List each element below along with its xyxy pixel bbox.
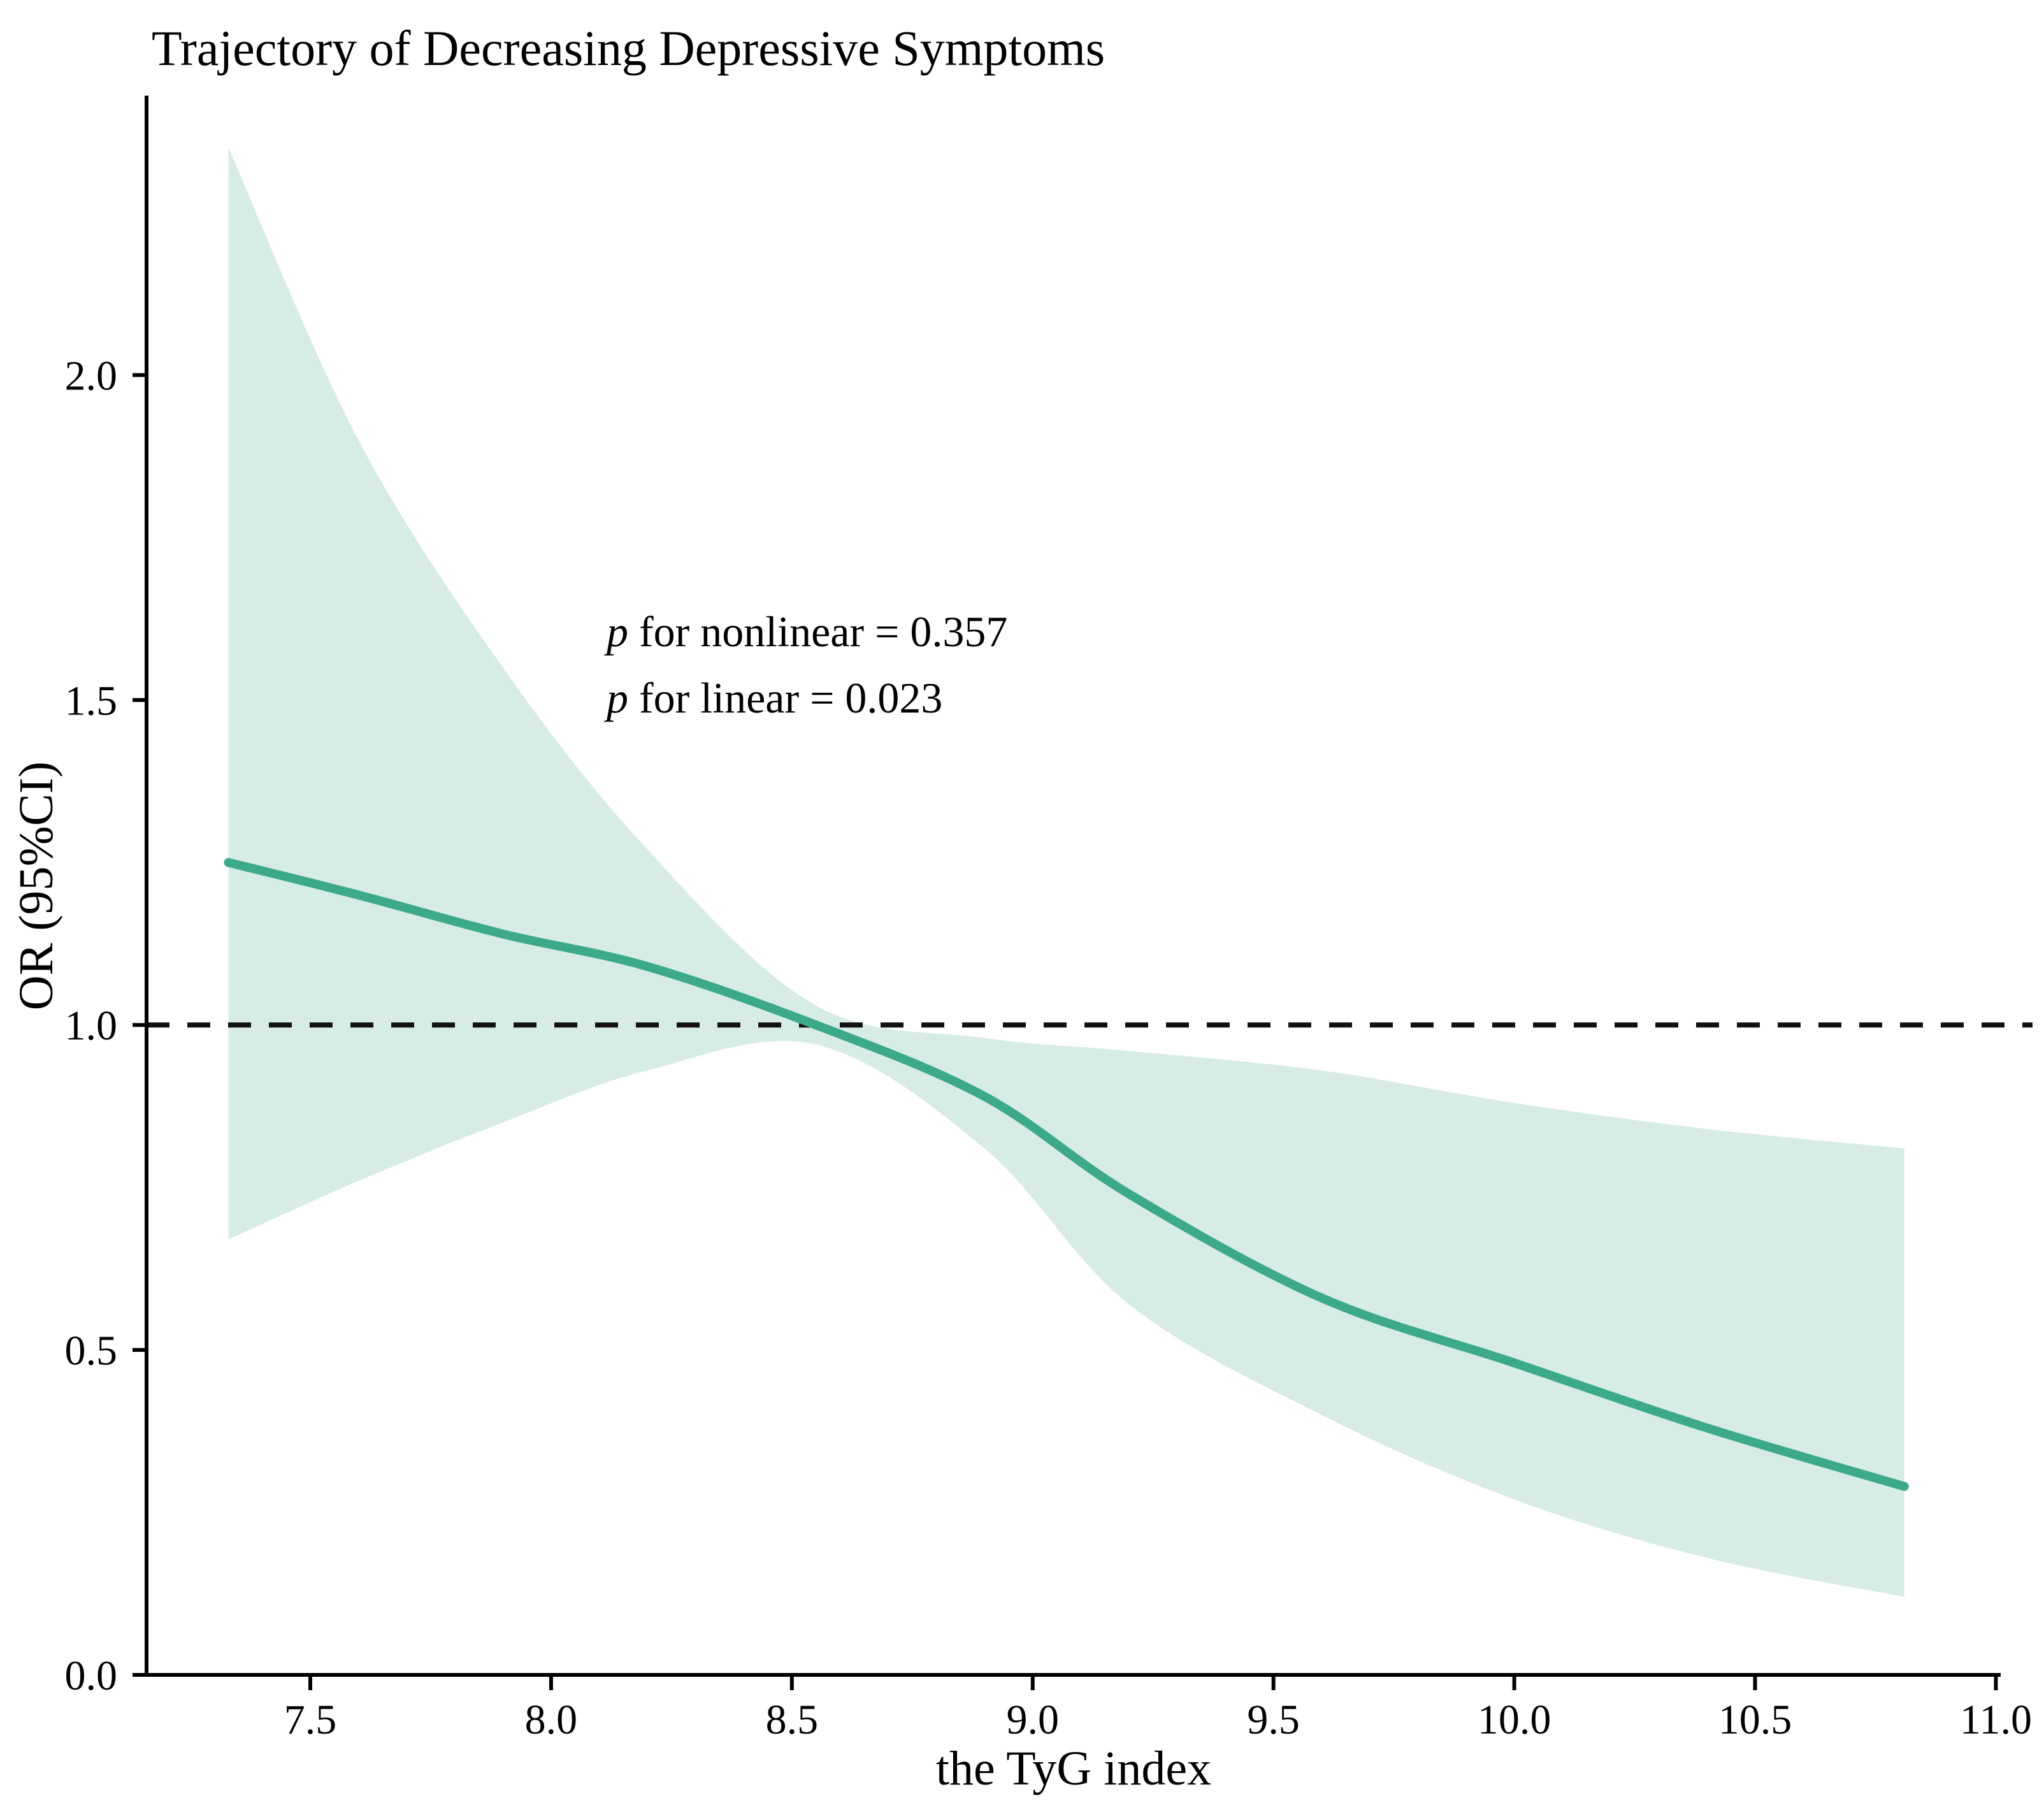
x-tick-label: 10.0	[1478, 1697, 1551, 1743]
y-tick-label: 0.0	[65, 1653, 118, 1699]
x-tick-label: 9.5	[1247, 1697, 1300, 1743]
chart-title: Trajectory of Decreasing Depressive Symp…	[152, 20, 1105, 76]
x-axis-tick-labels: 7.5 8.0 8.5 9.0 9.5 10.0 10.5 11.0	[284, 1697, 2032, 1743]
x-axis-title: the TyG index	[936, 1742, 1211, 1795]
x-tick-label: 10.5	[1718, 1697, 1792, 1743]
p-symbol: p	[604, 607, 628, 656]
ci-ribbon	[228, 147, 1904, 1597]
p-linear-annotation: p for linear = 0.023	[604, 674, 942, 722]
x-tick-label: 9.0	[1007, 1697, 1060, 1743]
p-nonlinear-annotation: p for nonlinear = 0.357	[604, 607, 1007, 656]
y-tick-label: 2.0	[65, 352, 118, 399]
x-axis-ticks	[308, 1675, 1998, 1690]
y-axis-ticks	[133, 373, 147, 1677]
y-axis-title: OR (95%CI)	[10, 762, 63, 1011]
x-tick-label: 8.0	[525, 1697, 578, 1743]
p-linear-text: for linear = 0.023	[628, 674, 942, 722]
y-tick-label: 1.0	[65, 1003, 118, 1049]
y-tick-label: 0.5	[65, 1328, 118, 1374]
x-tick-label: 11.0	[1960, 1697, 2032, 1743]
y-tick-label: 1.5	[65, 677, 118, 724]
p-nonlinear-text: for nonlinear = 0.357	[628, 607, 1007, 656]
or-spline-curve	[224, 858, 1909, 1491]
x-tick-label: 7.5	[284, 1697, 337, 1743]
p-symbol: p	[604, 674, 628, 722]
x-tick-label: 8.5	[766, 1697, 819, 1743]
y-axis-tick-labels: 0.0 0.5 1.0 1.5 2.0	[65, 352, 118, 1699]
